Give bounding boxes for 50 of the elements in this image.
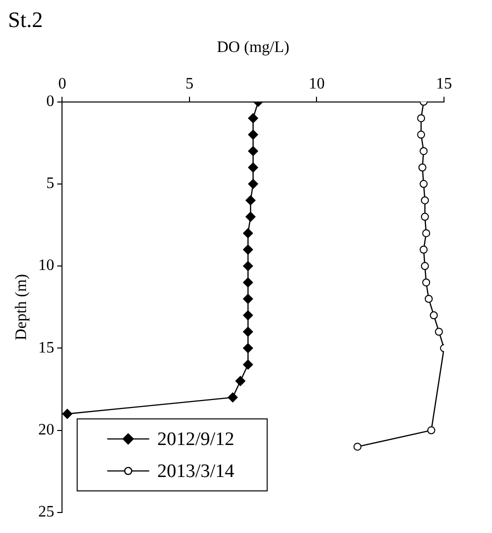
point xyxy=(246,195,256,206)
y-axis-title: Depth (m) xyxy=(12,274,30,340)
point xyxy=(424,294,433,303)
point xyxy=(243,277,254,288)
y-tick-label: 0 xyxy=(46,93,54,110)
x-tick-label: 0 xyxy=(58,75,66,92)
point xyxy=(248,162,258,172)
point xyxy=(243,244,254,255)
point xyxy=(246,212,256,222)
y-tick-label: 5 xyxy=(46,175,54,192)
chart-title: St.2 xyxy=(8,6,43,32)
y-tick-label: 15 xyxy=(38,339,54,356)
point xyxy=(243,294,254,304)
point xyxy=(243,261,254,272)
point xyxy=(417,114,426,122)
point xyxy=(420,246,428,254)
point xyxy=(248,130,258,140)
point xyxy=(420,262,429,270)
point xyxy=(422,278,430,286)
point xyxy=(422,229,430,238)
x-axis-title: DO (mg/L) xyxy=(216,39,290,56)
point xyxy=(353,442,362,451)
y-tick-label: 10 xyxy=(38,257,54,274)
point xyxy=(420,180,428,188)
point xyxy=(430,311,438,320)
x-tick-label: 10 xyxy=(308,75,325,92)
x-tick-label: 5 xyxy=(185,75,194,92)
point xyxy=(248,178,258,189)
point xyxy=(243,343,254,354)
point xyxy=(248,113,258,124)
point xyxy=(434,328,443,336)
point xyxy=(418,163,426,172)
point xyxy=(248,146,258,156)
legend-label: 2013/3/14 xyxy=(157,460,235,482)
point xyxy=(420,212,429,221)
point xyxy=(243,228,254,238)
point xyxy=(420,147,428,156)
point xyxy=(62,408,72,419)
point xyxy=(427,426,436,434)
y-tick-label: 25 xyxy=(38,504,54,521)
legend-label: 2012/9/12 xyxy=(157,428,234,450)
point xyxy=(235,376,246,386)
x-tick-label: 15 xyxy=(436,75,452,92)
point xyxy=(417,130,426,139)
point xyxy=(243,310,254,320)
point xyxy=(243,360,254,370)
y-tick-label: 20 xyxy=(38,421,54,438)
point xyxy=(243,326,254,337)
point xyxy=(228,392,238,402)
point xyxy=(420,196,429,204)
